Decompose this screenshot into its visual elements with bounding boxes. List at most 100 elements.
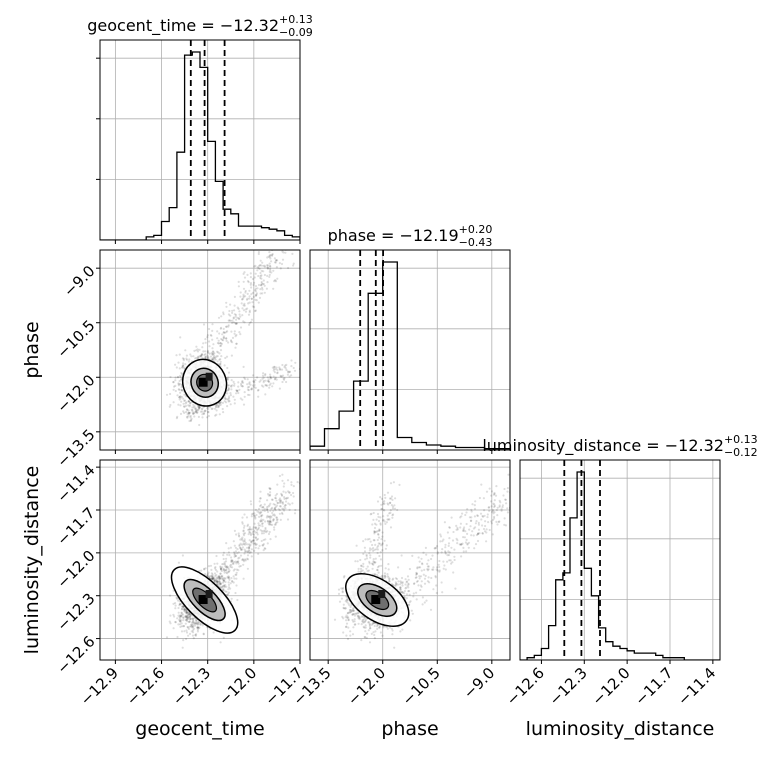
sample-point (426, 569, 429, 572)
sample-point (353, 623, 356, 626)
sample-point (189, 618, 192, 621)
sample-point (246, 546, 249, 549)
sample-point (400, 590, 403, 593)
sample-point (246, 543, 249, 546)
sample-point (288, 370, 291, 373)
sample-point (179, 603, 182, 606)
sample-point (231, 560, 234, 563)
sample-point (418, 577, 421, 580)
sample-point (253, 309, 257, 313)
sample-point (490, 505, 493, 508)
sample-point (491, 510, 494, 514)
sample-point (227, 547, 230, 550)
sample-point (231, 566, 234, 569)
sample-point (351, 618, 354, 622)
sample-point (207, 351, 210, 354)
sample-point (180, 622, 183, 625)
sample-point (383, 509, 386, 512)
sample-point (496, 514, 499, 517)
sample-point (278, 245, 280, 247)
sample-point (219, 344, 222, 348)
sample-point (354, 612, 358, 615)
sample-point (224, 577, 227, 580)
sample-point (222, 568, 225, 571)
sample-point (423, 577, 427, 580)
sample-point (218, 577, 221, 580)
sample-point (187, 360, 190, 363)
sample-point (376, 538, 379, 542)
sample-point (464, 541, 467, 544)
sample-point (260, 280, 263, 284)
sample-point (192, 406, 195, 409)
sample-point (235, 554, 238, 558)
sample-point (279, 368, 282, 371)
sample-point (235, 573, 238, 576)
sample-point (221, 566, 224, 569)
sample-point (438, 559, 441, 563)
sample-point (488, 509, 491, 512)
sample-point (506, 511, 509, 514)
sample-point (223, 585, 226, 589)
sample-point (368, 549, 371, 552)
sample-point (179, 383, 182, 386)
sample-point (279, 267, 282, 270)
sample-point (233, 332, 236, 335)
sample-point (189, 353, 192, 356)
sample-point (478, 532, 481, 535)
sample-point (268, 262, 271, 265)
sample-point (418, 575, 421, 578)
sample-point (225, 355, 229, 358)
sample-point (375, 530, 378, 534)
sample-point (407, 590, 410, 593)
sample-point (224, 590, 227, 593)
sample-point (217, 342, 220, 345)
sample-point (231, 384, 234, 387)
sample-point (185, 410, 188, 414)
sample-point (225, 585, 228, 588)
sample-point (172, 381, 175, 384)
sample-point (462, 529, 465, 533)
sample-point (227, 400, 230, 403)
sample-point (169, 614, 172, 617)
sample-point (191, 621, 194, 624)
sample-point (287, 266, 290, 270)
sample-point (281, 502, 285, 505)
sample-point (350, 610, 353, 613)
sample-point (187, 400, 191, 403)
sample-point (211, 578, 214, 581)
sample-point (211, 357, 214, 360)
sample-point (375, 573, 378, 576)
sample-point (447, 544, 450, 548)
sample-point (262, 544, 265, 547)
sample-point (207, 407, 210, 411)
sample-point (237, 532, 240, 535)
sample-point (219, 577, 222, 581)
sample-point (292, 262, 295, 265)
sample-point (366, 565, 369, 568)
sample-point (203, 409, 206, 412)
sample-point (239, 295, 242, 298)
sample-point (474, 543, 478, 546)
sample-point (251, 512, 254, 515)
sample-point (357, 616, 360, 619)
sample-point (517, 493, 519, 495)
sample-point (263, 284, 266, 287)
sample-point (268, 270, 271, 273)
sample-point (235, 322, 238, 325)
sample-point (271, 253, 274, 256)
sample-point (214, 405, 217, 408)
sample-point (259, 519, 262, 523)
sample-point (215, 403, 218, 406)
sample-point (186, 626, 190, 629)
sample-point (262, 529, 265, 533)
sample-point (382, 518, 385, 522)
sample-point (462, 528, 465, 531)
sample-point (208, 327, 211, 331)
sample-point (231, 580, 234, 583)
sample-point (234, 550, 238, 553)
sample-point (176, 617, 179, 620)
sample-point (182, 625, 185, 628)
sample-point (223, 569, 226, 572)
sample-point (344, 607, 347, 610)
sample-point (403, 592, 406, 595)
